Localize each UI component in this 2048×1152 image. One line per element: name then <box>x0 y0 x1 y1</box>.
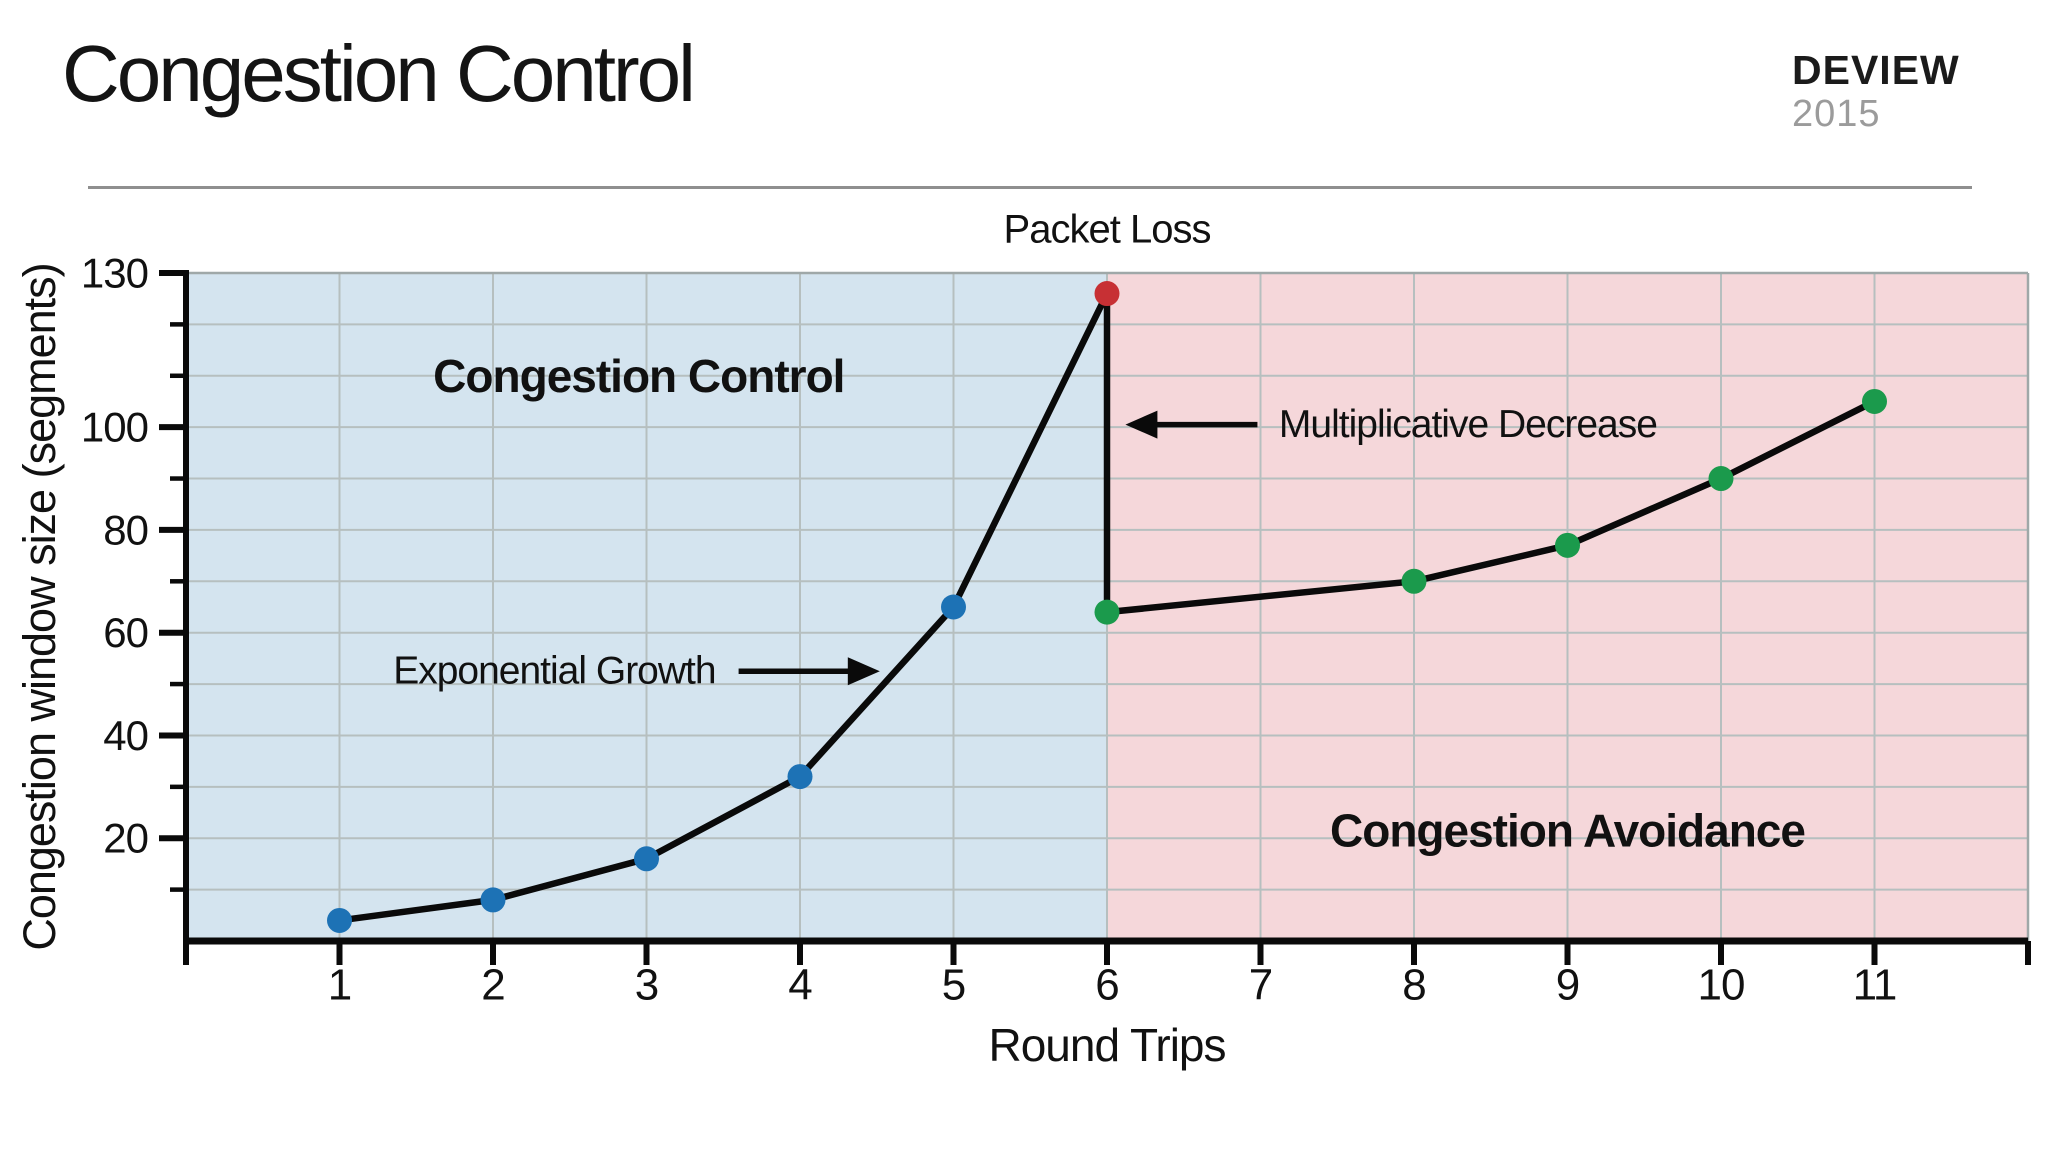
x-tick-label: 3 <box>635 961 658 1010</box>
y-tick-label: 60 <box>103 609 148 656</box>
title-divider <box>88 186 1972 189</box>
data-point <box>1094 599 1120 625</box>
x-tick-label: 9 <box>1556 961 1579 1010</box>
exponential-growth-label: Exponential Growth <box>393 650 715 693</box>
data-point <box>327 907 352 933</box>
data-point <box>480 887 506 913</box>
y-tick-label: 20 <box>103 815 148 862</box>
x-tick-label: 1 <box>328 961 351 1010</box>
data-point <box>1094 281 1120 307</box>
x-tick-label: 5 <box>942 961 965 1010</box>
x-tick-label: 7 <box>1249 961 1272 1010</box>
region-label: Congestion Control <box>433 350 844 402</box>
data-point <box>1401 568 1427 594</box>
x-tick-label: 4 <box>788 961 812 1010</box>
chart-plot-area: Congestion Control Congestion Avoidance 20… <box>81 207 2031 1071</box>
annotation-arrow-head <box>1125 410 1158 439</box>
brand-logo: DEVIEW 2015 <box>1792 47 1960 135</box>
x-tick-label: 2 <box>481 961 504 1010</box>
x-tick-label: 6 <box>1095 961 1118 1010</box>
data-point <box>1862 388 1887 414</box>
y-tick-label: 100 <box>81 404 148 451</box>
y-axis-label: Congestion window size (segments) <box>14 263 65 951</box>
brand-name: DEVIEW <box>1792 47 1960 93</box>
x-tick-label: 8 <box>1402 961 1425 1010</box>
data-point <box>941 594 966 620</box>
congestion-chart: Congestion Control Congestion Avoidance 20… <box>14 207 2031 1071</box>
region-label: Congestion Avoidance <box>1330 805 1805 857</box>
data-point <box>1708 466 1734 492</box>
y-tick-label: 40 <box>103 712 148 759</box>
annotation-arrow-head <box>847 657 880 686</box>
data-point <box>787 764 813 790</box>
data-point <box>1555 532 1580 558</box>
data-point <box>634 846 659 872</box>
packet-loss-label: Packet Loss <box>1004 207 1211 251</box>
x-tick-label: 11 <box>1853 961 1897 1010</box>
y-tick-label: 130 <box>81 250 148 297</box>
page-title: Congestion Control <box>62 29 696 118</box>
brand-year: 2015 <box>1792 93 1881 135</box>
x-tick-label: 10 <box>1698 961 1745 1010</box>
x-axis-label: Round Trips <box>988 1019 1225 1071</box>
multiplicative-decrease-label: Multiplicative Decrease <box>1279 403 1657 446</box>
y-tick-label: 80 <box>103 506 148 553</box>
